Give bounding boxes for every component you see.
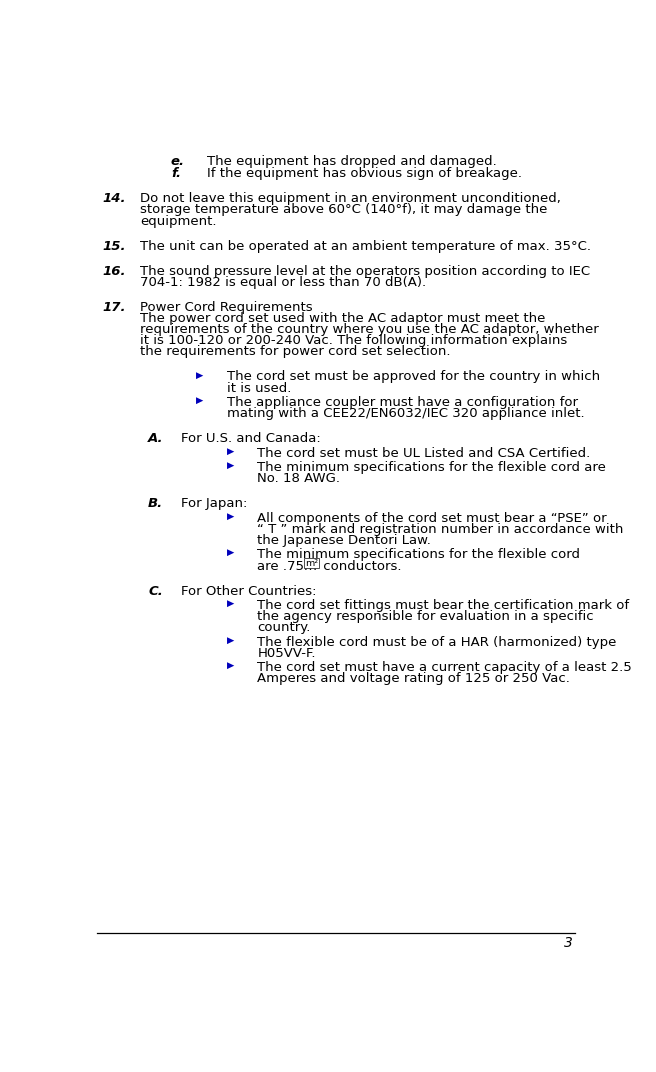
Text: C.: C. bbox=[148, 584, 163, 597]
Text: Do not leave this equipment in an environment unconditioned,: Do not leave this equipment in an enviro… bbox=[140, 192, 562, 206]
Text: The unit can be operated at an ambient temperature of max. 35°C.: The unit can be operated at an ambient t… bbox=[140, 240, 592, 253]
Text: 3: 3 bbox=[564, 936, 573, 950]
Text: 17.: 17. bbox=[102, 301, 126, 314]
Text: The flexible cord must be of a HAR (harmonized) type: The flexible cord must be of a HAR (harm… bbox=[257, 636, 617, 649]
Text: The equipment has dropped and damaged.: The equipment has dropped and damaged. bbox=[207, 155, 497, 168]
Text: The minimum specifications for the flexible cord: The minimum specifications for the flexi… bbox=[257, 549, 581, 562]
Text: e.: e. bbox=[171, 155, 185, 168]
Text: f.: f. bbox=[171, 167, 181, 180]
Text: the requirements for power cord set selection.: the requirements for power cord set sele… bbox=[140, 345, 451, 358]
Text: ▶: ▶ bbox=[196, 396, 203, 405]
Text: ▶: ▶ bbox=[227, 511, 234, 521]
Text: Amperes and voltage rating of 125 or 250 Vac.: Amperes and voltage rating of 125 or 250… bbox=[257, 672, 570, 685]
Text: The cord set must be UL Listed and CSA Certified.: The cord set must be UL Listed and CSA C… bbox=[257, 447, 590, 460]
Text: it is used.: it is used. bbox=[227, 382, 291, 394]
Text: the Japanese Dentori Law.: the Japanese Dentori Law. bbox=[257, 534, 431, 547]
Text: The power cord set used with the AC adaptor must meet the: The power cord set used with the AC adap… bbox=[140, 312, 546, 325]
Text: conductors.: conductors. bbox=[319, 560, 401, 572]
Text: “ T ” mark and registration number in accordance with: “ T ” mark and registration number in ac… bbox=[257, 523, 624, 536]
Text: 16.: 16. bbox=[102, 265, 126, 278]
Text: For Other Countries:: For Other Countries: bbox=[181, 584, 317, 597]
Text: For U.S. and Canada:: For U.S. and Canada: bbox=[181, 432, 321, 445]
Text: The cord set fittings must bear the certification mark of: The cord set fittings must bear the cert… bbox=[257, 599, 630, 612]
Text: ▶: ▶ bbox=[227, 636, 234, 644]
Text: country.: country. bbox=[257, 622, 311, 635]
Text: All components of the cord set must bear a “PSE” or: All components of the cord set must bear… bbox=[257, 511, 607, 524]
Text: ▶: ▶ bbox=[227, 461, 234, 470]
Text: If the equipment has obvious sign of breakage.: If the equipment has obvious sign of bre… bbox=[207, 167, 522, 180]
Text: The cord set must have a current capacity of a least 2.5: The cord set must have a current capacit… bbox=[257, 661, 632, 674]
Text: equipment.: equipment. bbox=[140, 214, 217, 227]
Text: No. 18 AWG.: No. 18 AWG. bbox=[257, 472, 340, 486]
Text: m²: m² bbox=[305, 559, 318, 568]
Text: A.: A. bbox=[148, 432, 163, 445]
Text: requirements of the country where you use the AC adaptor, whether: requirements of the country where you us… bbox=[140, 323, 599, 337]
Text: For Japan:: For Japan: bbox=[181, 497, 247, 510]
Text: The sound pressure level at the operators position according to IEC: The sound pressure level at the operator… bbox=[140, 265, 590, 278]
Text: H05VV-F.: H05VV-F. bbox=[257, 646, 316, 660]
Text: Power Cord Requirements: Power Cord Requirements bbox=[140, 301, 313, 314]
Text: ▶: ▶ bbox=[227, 447, 234, 456]
Text: The cord set must be approved for the country in which: The cord set must be approved for the co… bbox=[227, 371, 600, 384]
Text: storage temperature above 60°C (140°f), it may damage the: storage temperature above 60°C (140°f), … bbox=[140, 204, 548, 217]
Text: 704-1: 1982 is equal or less than 70 dB(A).: 704-1: 1982 is equal or less than 70 dB(… bbox=[140, 276, 426, 288]
Text: The minimum specifications for the flexible cord are: The minimum specifications for the flexi… bbox=[257, 461, 606, 474]
Text: The appliance coupler must have a configuration for: The appliance coupler must have a config… bbox=[227, 396, 578, 410]
Text: ▶: ▶ bbox=[227, 661, 234, 670]
Text: mating with a CEE22/EN6032/IEC 320 appliance inlet.: mating with a CEE22/EN6032/IEC 320 appli… bbox=[227, 407, 584, 420]
Text: 14.: 14. bbox=[102, 192, 126, 206]
Text: 15.: 15. bbox=[102, 240, 126, 253]
Text: the agency responsible for evaluation in a specific: the agency responsible for evaluation in… bbox=[257, 610, 594, 623]
Text: ▶: ▶ bbox=[196, 371, 203, 379]
Text: ▶: ▶ bbox=[227, 599, 234, 608]
Text: are .75m: are .75m bbox=[257, 560, 321, 572]
Text: ▶: ▶ bbox=[227, 549, 234, 557]
Text: it is 100-120 or 200-240 Vac. The following information explains: it is 100-120 or 200-240 Vac. The follow… bbox=[140, 334, 567, 347]
Text: B.: B. bbox=[148, 497, 163, 510]
